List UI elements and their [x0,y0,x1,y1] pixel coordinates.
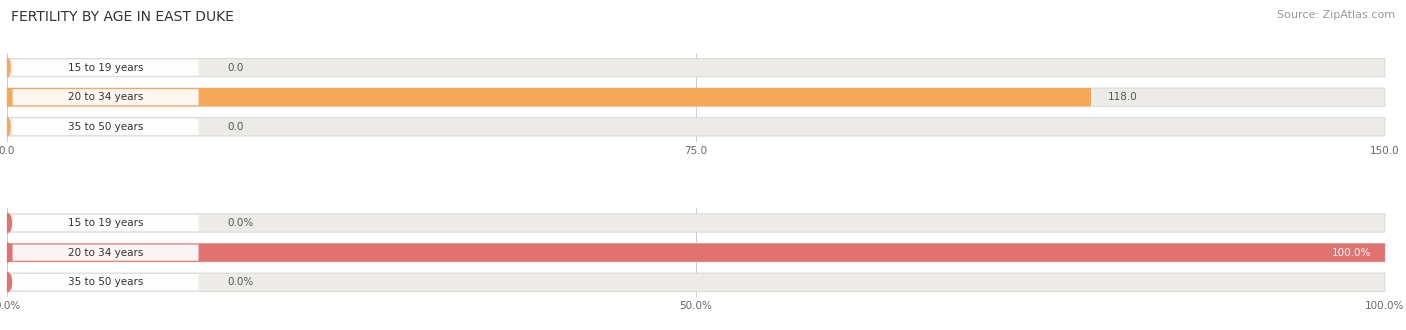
Text: 20 to 34 years: 20 to 34 years [67,92,143,102]
Circle shape [4,58,10,77]
Text: 118.0: 118.0 [1108,92,1137,102]
Text: 20 to 34 years: 20 to 34 years [67,248,143,258]
Text: 0.0: 0.0 [228,63,243,73]
Text: Source: ZipAtlas.com: Source: ZipAtlas.com [1277,10,1395,20]
Circle shape [4,87,10,107]
FancyBboxPatch shape [13,119,198,135]
Circle shape [4,117,10,136]
FancyBboxPatch shape [7,117,1385,136]
FancyBboxPatch shape [7,88,1091,106]
FancyBboxPatch shape [7,273,1385,291]
FancyBboxPatch shape [13,274,198,290]
FancyBboxPatch shape [13,245,198,261]
Text: 15 to 19 years: 15 to 19 years [67,63,143,73]
Text: 0.0%: 0.0% [228,277,253,287]
Circle shape [3,214,11,233]
Circle shape [3,243,11,262]
Text: FERTILITY BY AGE IN EAST DUKE: FERTILITY BY AGE IN EAST DUKE [11,10,235,24]
FancyBboxPatch shape [13,59,198,76]
Text: 0.0%: 0.0% [228,218,253,228]
FancyBboxPatch shape [13,215,198,231]
FancyBboxPatch shape [7,88,1385,106]
FancyBboxPatch shape [7,214,1385,232]
Text: 35 to 50 years: 35 to 50 years [67,122,143,132]
FancyBboxPatch shape [7,244,1385,262]
Text: 15 to 19 years: 15 to 19 years [67,218,143,228]
Text: 100.0%: 100.0% [1331,248,1371,258]
Text: 35 to 50 years: 35 to 50 years [67,277,143,287]
Circle shape [3,273,11,292]
FancyBboxPatch shape [7,244,1385,262]
FancyBboxPatch shape [13,89,198,105]
FancyBboxPatch shape [7,58,1385,77]
Text: 0.0: 0.0 [228,122,243,132]
